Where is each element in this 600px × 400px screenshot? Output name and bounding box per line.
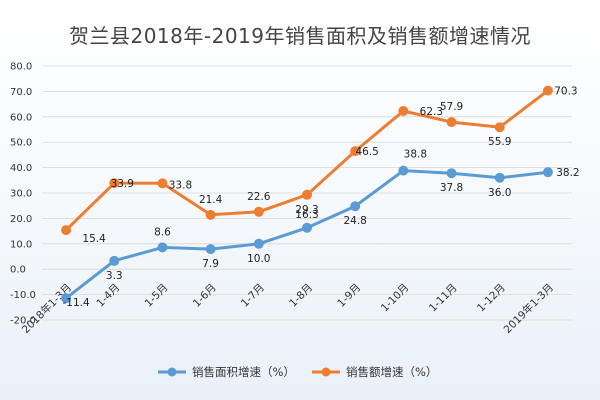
- data-point: [446, 117, 457, 128]
- y-tick-label: 70.0: [10, 87, 32, 98]
- data-label: 10.0: [247, 253, 270, 265]
- data-label: 15.4: [82, 233, 106, 245]
- data-point: [398, 105, 409, 116]
- y-tick-label: 80.0: [10, 62, 32, 73]
- data-point: [205, 244, 216, 255]
- data-label: 38.2: [556, 167, 579, 179]
- data-point: [446, 168, 457, 179]
- data-point: [61, 293, 72, 304]
- y-tick-label: 10.0: [10, 239, 32, 250]
- data-label: 70.3: [554, 86, 577, 98]
- data-point: [253, 206, 264, 217]
- data-label: 62.3: [420, 106, 443, 118]
- data-label: -11.4: [63, 297, 90, 309]
- data-label: 21.4: [199, 194, 223, 206]
- x-tick-label: 1-4月: [94, 282, 122, 310]
- legend-swatch-marker: [321, 367, 331, 377]
- data-label: 16.3: [295, 209, 318, 221]
- data-label: 37.8: [440, 182, 463, 194]
- data-label: 24.8: [343, 215, 366, 227]
- data-label: 7.9: [202, 258, 219, 270]
- data-point: [157, 242, 168, 253]
- y-tick-label: -10.0: [10, 290, 36, 301]
- data-point: [350, 146, 361, 157]
- data-point: [542, 85, 553, 96]
- y-tick-label: 40.0: [10, 163, 32, 174]
- x-tick-label: 1-6月: [191, 282, 219, 310]
- data-label: 55.9: [488, 136, 511, 148]
- x-tick-label: 1-9月: [335, 282, 363, 310]
- data-point: [398, 165, 409, 176]
- x-tick-label: 1-5月: [143, 282, 171, 310]
- legend-label: 销售额增速（%）: [346, 365, 437, 379]
- x-tick-label: 1-7月: [239, 282, 267, 310]
- data-point: [109, 255, 120, 266]
- x-tick-label: 2019年1-3月: [501, 281, 556, 336]
- data-label: 57.9: [440, 101, 463, 113]
- legend-swatch-marker: [167, 367, 177, 377]
- data-point: [302, 189, 312, 200]
- data-point: [157, 178, 168, 189]
- data-point: [109, 178, 120, 189]
- y-tick-label: 20.0: [10, 214, 32, 225]
- data-label: 38.8: [404, 149, 427, 161]
- data-label: 29.3: [295, 204, 318, 216]
- y-tick-label: 0.0: [10, 265, 26, 276]
- data-label: 3.3: [106, 270, 123, 282]
- y-tick-label: 50.0: [10, 138, 32, 149]
- x-tick-label: 1-12月: [475, 282, 508, 315]
- x-tick-label: 1-11月: [427, 282, 460, 315]
- data-point: [494, 122, 505, 133]
- data-point: [494, 172, 505, 183]
- data-label: 46.5: [355, 146, 378, 158]
- data-label: 8.6: [154, 226, 171, 238]
- data-point: [542, 167, 553, 178]
- chart-title: 贺兰县2018年-2019年销售面积及销售额增速情况: [68, 24, 531, 48]
- data-label: 22.6: [247, 191, 271, 203]
- data-point: [302, 222, 312, 233]
- x-tick-label: 1-10月: [379, 282, 412, 315]
- data-label: 36.0: [488, 187, 511, 199]
- data-point: [253, 238, 264, 249]
- legend-label: 销售面积增速（%）: [192, 365, 295, 379]
- data-label: 33.8: [169, 179, 192, 191]
- data-point: [61, 225, 72, 236]
- y-tick-label: 60.0: [10, 112, 32, 123]
- data-point: [205, 209, 216, 220]
- series-line: [64, 169, 550, 300]
- y-tick-label: -20.0: [10, 316, 36, 327]
- y-tick-label: 30.0: [10, 189, 32, 200]
- x-tick-label: 1-8月: [287, 282, 315, 310]
- data-point: [350, 201, 361, 212]
- data-label: 33.9: [111, 178, 134, 190]
